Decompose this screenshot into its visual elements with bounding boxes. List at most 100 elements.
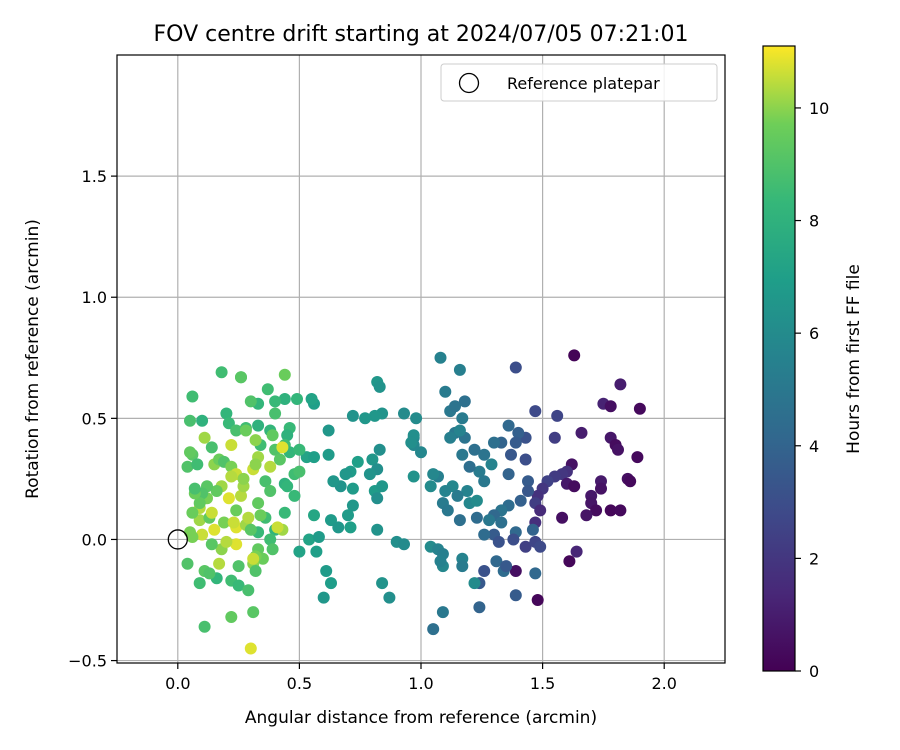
data-point — [441, 504, 454, 517]
data-point — [371, 523, 384, 536]
data-point — [500, 560, 513, 573]
data-point — [264, 485, 277, 497]
data-point — [346, 409, 359, 422]
legend-label: Reference platepar — [507, 74, 660, 93]
data-point — [249, 565, 262, 577]
legend: Reference platepar — [440, 63, 718, 102]
y-tick-label: 1.5 — [82, 167, 107, 186]
x-tick-label: 1.0 — [408, 674, 433, 693]
data-point — [244, 395, 257, 408]
data-point — [225, 611, 238, 623]
data-point — [468, 577, 481, 590]
data-point — [186, 506, 199, 519]
data-point — [371, 492, 384, 505]
colorbar-label: Hours from first FF file — [844, 264, 864, 454]
colorbar: 0 2 4 6 8 10 Hours from first FF file — [762, 45, 864, 681]
data-point — [186, 531, 199, 543]
colorbar-tick-label: 6 — [809, 324, 819, 343]
data-point — [427, 468, 440, 481]
data-point — [456, 560, 469, 573]
data-point — [218, 516, 230, 529]
data-point — [325, 514, 337, 527]
colorbar-tick-label: 4 — [809, 437, 819, 456]
data-point — [198, 620, 211, 633]
data-point — [310, 545, 323, 558]
data-point — [244, 523, 257, 536]
colorbar-tick-label: 2 — [809, 549, 819, 568]
data-point — [612, 443, 624, 456]
data-point — [509, 589, 522, 602]
data-point — [196, 414, 209, 427]
data-point — [507, 533, 520, 546]
data-point — [220, 407, 233, 420]
data-point — [325, 577, 337, 590]
data-point — [237, 472, 250, 485]
data-point — [449, 400, 461, 413]
data-point — [227, 516, 240, 529]
data-point — [436, 606, 449, 619]
data-point — [232, 579, 245, 592]
data-point — [453, 514, 466, 527]
data-point — [239, 424, 252, 437]
data-point — [424, 480, 437, 493]
data-point — [305, 393, 318, 405]
data-point — [188, 482, 201, 495]
data-point — [568, 349, 581, 362]
data-point — [322, 448, 335, 461]
data-point — [439, 385, 452, 398]
data-point — [205, 538, 218, 551]
data-point — [222, 417, 235, 430]
data-point — [193, 514, 206, 527]
data-point — [205, 506, 218, 519]
chart-title: FOV centre drift starting at 2024/07/05 … — [154, 22, 689, 47]
data-point — [213, 557, 226, 570]
colorbar-ticks: 0 2 4 6 8 10 — [795, 99, 829, 681]
data-point — [278, 506, 291, 519]
data-point — [439, 485, 452, 497]
data-point — [208, 523, 221, 536]
data-point — [407, 470, 420, 483]
data-point — [453, 363, 466, 376]
data-point — [376, 480, 389, 493]
data-point — [293, 443, 306, 456]
data-point — [269, 407, 282, 420]
data-point — [505, 448, 517, 461]
data-point — [344, 521, 357, 534]
data-point — [205, 441, 218, 454]
data-point — [410, 412, 423, 425]
data-point — [590, 504, 603, 517]
data-point — [312, 531, 325, 543]
x-axis-label: Angular distance from reference (arcmin) — [245, 708, 597, 728]
data-point — [220, 535, 233, 548]
data-point — [278, 393, 291, 405]
data-point — [322, 424, 335, 437]
data-point — [264, 533, 277, 546]
data-point — [198, 431, 211, 444]
data-point — [470, 494, 483, 507]
y-tick-label: −0.5 — [68, 652, 107, 671]
data-point — [196, 528, 209, 541]
data-point — [276, 441, 289, 454]
x-tick-label: 1.5 — [530, 674, 555, 693]
data-point — [193, 497, 206, 510]
data-point — [434, 351, 447, 364]
data-point — [519, 453, 532, 466]
data-point — [327, 475, 340, 488]
data-point — [509, 565, 522, 577]
data-point — [563, 555, 576, 568]
data-point — [488, 436, 500, 449]
data-point — [534, 540, 547, 553]
data-point — [458, 395, 471, 408]
data-point — [373, 443, 386, 456]
data-point — [281, 480, 294, 493]
colorbar-tick-label: 10 — [809, 99, 829, 118]
data-point — [230, 424, 243, 437]
data-point — [215, 366, 228, 379]
data-point — [235, 489, 247, 502]
legend-box — [440, 63, 718, 102]
data-point — [193, 577, 206, 590]
data-point — [363, 468, 376, 481]
data-point — [339, 468, 352, 481]
data-point — [595, 482, 607, 495]
data-point — [273, 453, 286, 466]
